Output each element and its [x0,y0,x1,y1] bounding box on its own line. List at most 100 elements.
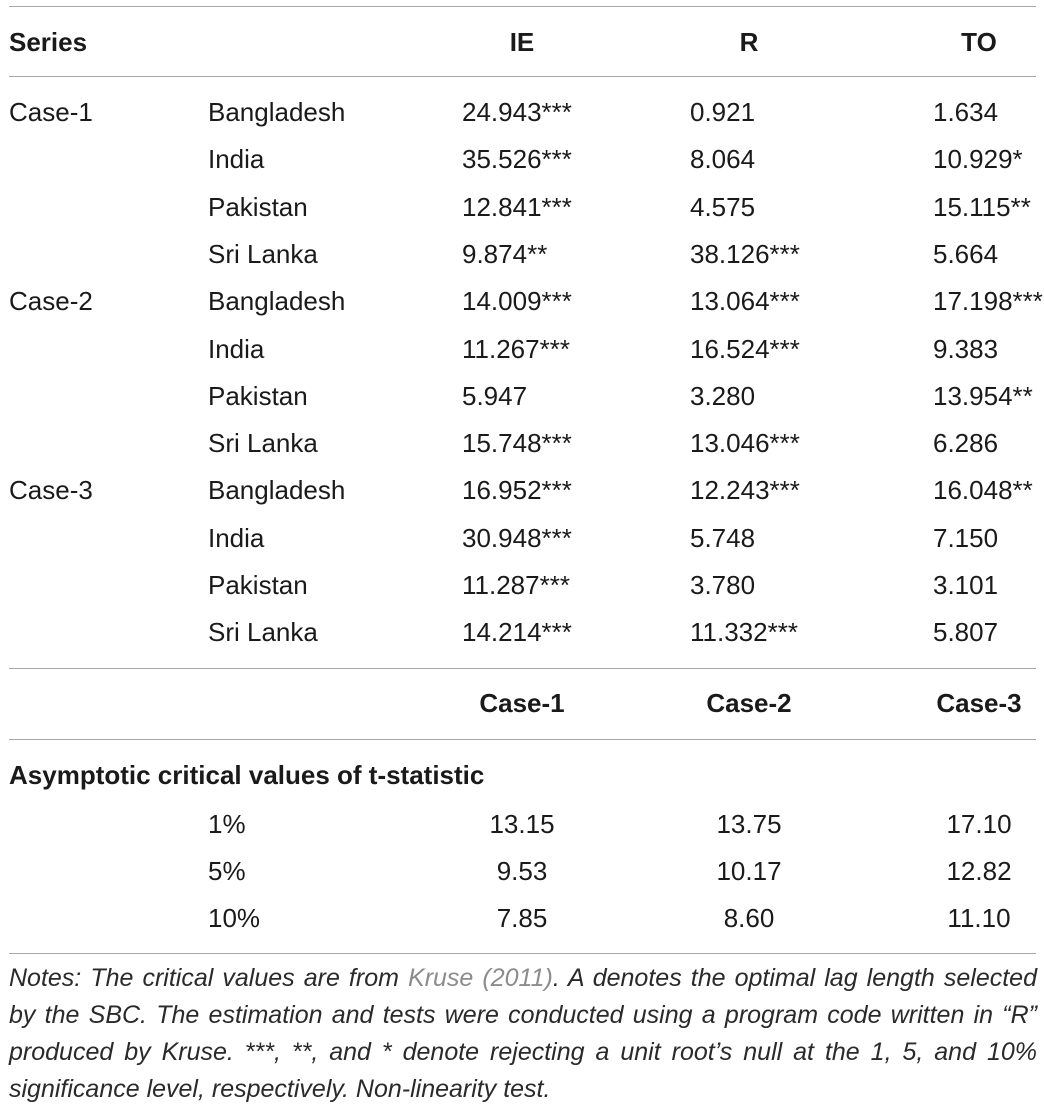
header-rule [9,76,1036,77]
r-cell: 8.064 [690,144,755,174]
crit-title: Asymptotic critical values of t-statisti… [9,760,485,790]
r-cell: 0.921 [690,97,755,127]
significance-stars: *** [541,475,572,506]
to-cell-value: 3.101 [933,570,999,600]
crit-value-case1: 13.15 [489,809,555,839]
to-cell: 17.198 *** [933,286,1043,317]
ie-cell: 16.952 *** [462,475,572,506]
ie-cell: 24.943 *** [462,97,572,127]
r-cell-value: 3.780 [690,570,756,600]
country-label: Bangladesh [208,97,346,127]
crit-value-case3: 12.82 [946,856,1012,886]
crit-value-case2: 10.17 [716,856,782,886]
to-cell-value: 16.048 [933,475,1013,506]
to-cell-value: 5.807 [933,617,999,648]
to-cell-value: 15.115 [933,191,1011,222]
to-cell-value: 17.198 [933,286,1013,317]
ie-cell-value: 16.952 [462,475,542,506]
case-label: Case-2 [9,286,93,317]
significance-stars: ** [527,238,548,269]
body-rule [9,668,1036,669]
significance-stars: *** [1012,286,1043,317]
significance-stars: * [1012,144,1023,175]
ie-cell-value: 11.287 [462,570,540,600]
header-r: R [739,27,759,57]
significance-stars: *** [541,191,572,222]
ie-cell: 11.267 *** [462,333,570,364]
ie-cell: 30.948 *** [462,522,572,553]
significance-stars: ** [1012,380,1033,411]
r-cell: 3.780 [690,570,755,600]
ie-cell: 35.526 *** [462,144,572,174]
to-cell: 16.048 ** [933,475,1033,506]
significance-stars: *** [769,333,800,364]
to-cell: 5.664 [933,239,998,269]
ie-cell: 15.748 *** [462,428,572,459]
significance-stars: *** [769,428,800,459]
to-cell: 6.286 [933,428,998,458]
country-label: Bangladesh [208,286,346,317]
significance-level: 5% [208,856,246,886]
significance-stars: *** [769,238,800,269]
ie-cell-value: 12.841 [462,191,542,222]
r-cell: 38.126 *** [690,239,800,269]
r-cell-value: 8.064 [690,144,756,175]
header-series: Series [9,27,88,57]
reference-link[interactable]: Kruse (2011) [408,964,553,992]
significance-level: 10% [208,903,261,933]
r-cell-value: 4.575 [690,191,756,222]
country-label: Pakistan [208,380,308,411]
country-label: Pakistan [208,191,308,222]
ie-cell-value: 15.748 [462,428,542,459]
r-cell: 3.280 [690,381,755,411]
country-label: Sri Lanka [208,428,318,459]
significance-stars: *** [541,286,572,317]
to-cell-value: 7.150 [933,522,999,553]
ie-cell: 5.947 [462,381,527,411]
ie-cell: 9.874 ** [462,239,547,269]
r-cell: 16.524 *** [690,333,800,364]
r-cell: 11.332 *** [690,617,798,648]
header-to: TO [961,27,997,57]
significance-stars: ** [1012,475,1033,506]
ie-cell: 11.287 *** [462,570,570,600]
to-cell: 7.150 [933,523,998,553]
r-cell-value: 3.280 [690,380,756,411]
to-cell: 5.807 [933,617,998,647]
ie-cell-value: 11.267 [462,333,540,364]
r-cell-value: 13.064 [690,286,770,317]
r-cell: 12.243 *** [690,475,800,506]
to-cell: 9.383 [933,334,998,364]
to-cell: 15.115 ** [933,191,1031,222]
country-label: Sri Lanka [208,617,318,648]
significance-stars: *** [539,570,570,600]
significance-stars: *** [541,144,572,175]
r-cell-value: 5.748 [690,522,756,553]
notes-text-after: . A denotes the optimal lag length selec… [9,964,1037,1103]
country-label: India [208,333,265,364]
crit-header-case2: Case-2 [706,688,792,718]
significance-stars: *** [769,475,800,506]
ie-cell-value: 14.009 [462,286,542,317]
notes-text-before: Notes: The critical values are from [9,964,409,992]
country-label: Pakistan [208,570,308,600]
r-cell-value: 11.332 [690,617,768,648]
crit-header-case3: Case-3 [936,688,1022,718]
r-cell: 5.748 [690,523,755,553]
ie-cell-value: 24.943 [462,97,542,127]
ie-cell-value: 5.947 [462,380,528,411]
ie-cell-value: 14.214 [462,617,542,648]
significance-stars: *** [541,522,572,553]
to-cell-value: 1.634 [933,97,999,127]
ie-cell-value: 30.948 [462,522,542,553]
r-cell-value: 12.243 [690,475,770,506]
country-label: Bangladesh [208,475,346,506]
significance-stars: *** [769,286,800,317]
crit-value-case1: 7.85 [496,903,548,933]
r-cell: 13.064 *** [690,286,800,317]
r-cell: 13.046 *** [690,428,800,458]
r-cell: 4.575 [690,192,755,222]
r-cell-value: 16.524 [690,333,770,364]
crit-value-case3: 11.10 [947,903,1011,933]
top-rule [9,6,1036,7]
